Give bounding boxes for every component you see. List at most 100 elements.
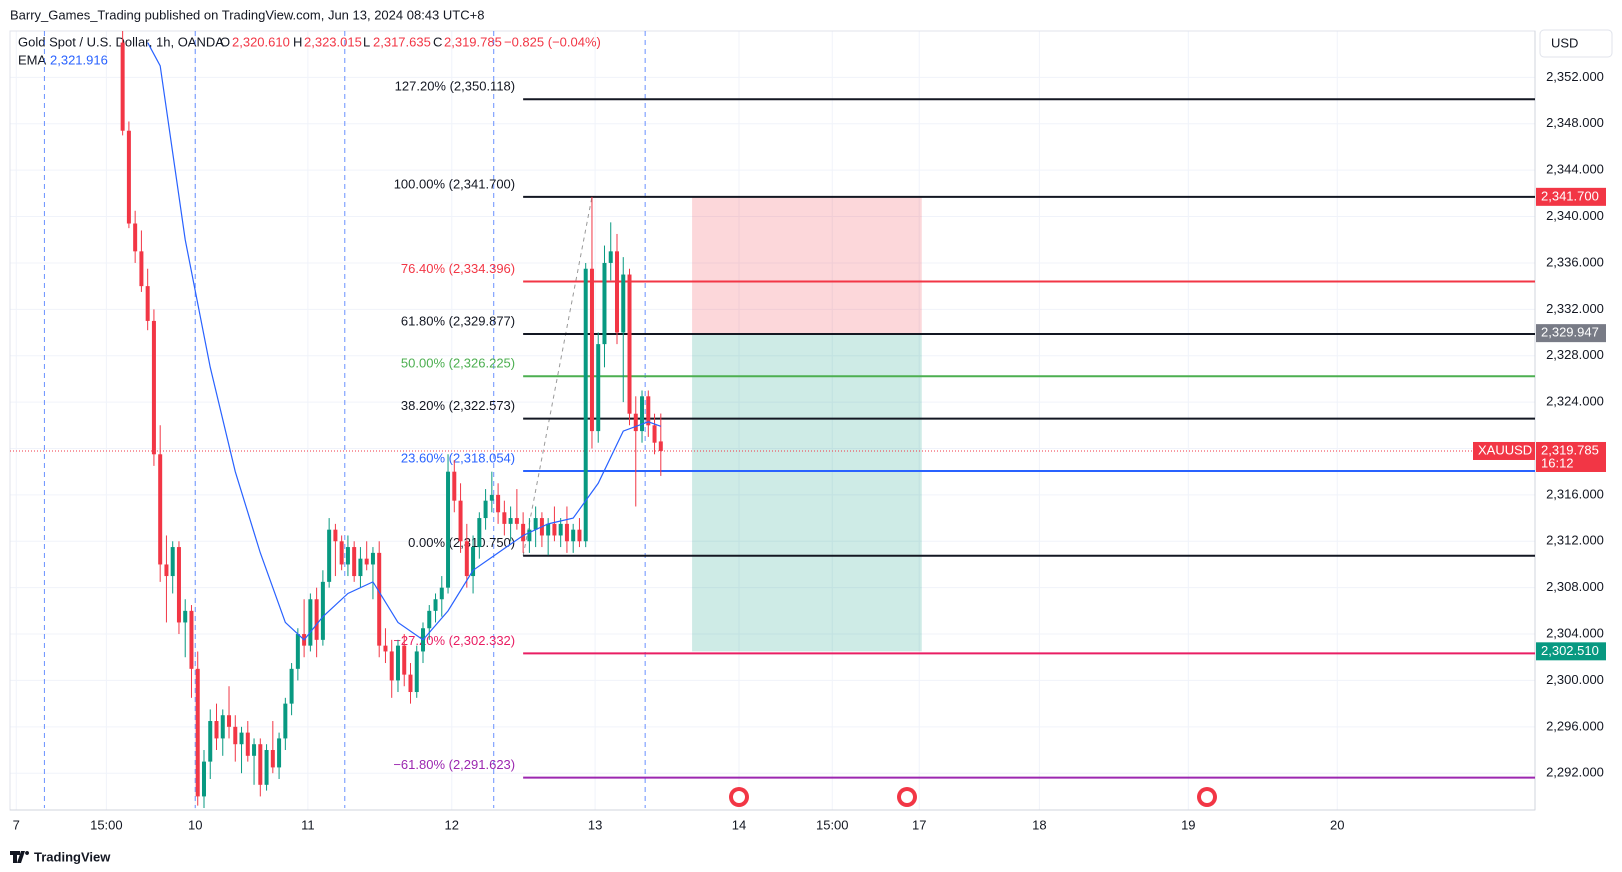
- candle-body: [483, 500, 488, 519]
- candle-body: [402, 645, 407, 675]
- x-tick-label: 10: [188, 817, 202, 832]
- candle-body: [546, 523, 551, 536]
- candle-body: [496, 494, 501, 513]
- price-badge-label: 2,302.510: [1541, 643, 1599, 658]
- candle-body: [471, 547, 476, 577]
- candle-body: [577, 529, 582, 542]
- candle-body: [364, 558, 369, 565]
- candle-body: [621, 274, 626, 333]
- price-badge: [1536, 441, 1606, 472]
- legend: Gold Spot / U.S. Dollar, 1h, OANDA O 2,3…: [18, 34, 601, 67]
- candle-body: [314, 599, 319, 640]
- footer-brand: TradingView: [34, 849, 111, 864]
- h-label: H: [293, 34, 302, 49]
- y-tick-label: 2,348.000: [1546, 115, 1604, 130]
- candle-body: [183, 610, 188, 623]
- currency[interactable]: USD: [1551, 35, 1578, 50]
- x-tick-label: 13: [588, 817, 602, 832]
- ema-value: 2,321.916: [50, 52, 108, 67]
- candle-body: [151, 320, 156, 455]
- candle-body: [233, 726, 238, 745]
- candle-body: [252, 744, 257, 756]
- candle-body: [640, 396, 645, 432]
- candle-body: [564, 523, 569, 542]
- price-badge: [1536, 642, 1606, 661]
- y-tick-label: 2,308.000: [1546, 579, 1604, 594]
- candle-body: [433, 599, 438, 611]
- fib-trend-line: [522, 196, 593, 556]
- x-tick-label: 7: [13, 817, 20, 832]
- l-value: 2,317.635: [373, 34, 431, 49]
- candle-body: [126, 130, 131, 224]
- currency-button[interactable]: [1539, 29, 1613, 58]
- candle-body: [633, 413, 638, 432]
- candle-body: [558, 523, 563, 536]
- candle-body: [452, 471, 457, 501]
- candle-body: [145, 286, 150, 321]
- y-tick-label: 2,324.000: [1546, 394, 1604, 409]
- candle-body: [214, 721, 219, 739]
- candle-body: [120, 42, 125, 131]
- price-badge-label: 2,329.947: [1541, 325, 1599, 340]
- fib-label: 50.00% (2,326.225): [401, 356, 515, 371]
- candle-body: [377, 552, 382, 646]
- candle-body: [583, 268, 588, 542]
- fib-label: 38.20% (2,322.573): [401, 398, 515, 413]
- candle-body: [195, 668, 200, 797]
- candle-body: [339, 541, 344, 565]
- candle-body: [608, 251, 613, 263]
- x-tick-label: 15:00: [90, 817, 123, 832]
- candle-body: [389, 651, 394, 681]
- candle-body: [395, 645, 400, 681]
- candle-body: [245, 732, 250, 756]
- candle-body: [258, 744, 263, 785]
- candle-body: [646, 396, 651, 426]
- fib-label: 127.20% (2,350.118): [395, 79, 515, 94]
- candle-body: [189, 610, 194, 669]
- candle-body: [208, 721, 213, 762]
- candle-body: [358, 558, 363, 577]
- candle-body: [521, 523, 526, 542]
- flag-icon-inner: [733, 791, 745, 803]
- candle-body: [176, 547, 181, 623]
- candle-body: [133, 223, 138, 252]
- fib-label: 23.60% (2,318.054): [401, 450, 515, 465]
- candle-body: [464, 541, 469, 577]
- y-tick-label: 2,340.000: [1546, 208, 1604, 223]
- price-badge: [1536, 187, 1606, 206]
- y-tick-label: 2,300.000: [1546, 672, 1604, 687]
- x-tick-label: 11: [301, 817, 315, 832]
- h-value: 2,323.015: [304, 34, 362, 49]
- stop-zone: [692, 196, 922, 334]
- y-tick-label: 2,312.000: [1546, 533, 1604, 548]
- x-tick-label: 20: [1330, 817, 1344, 832]
- publisher: Barry_Games_Trading published on Trading…: [10, 7, 484, 22]
- candle-body: [533, 518, 538, 530]
- symbol-tag: [1473, 441, 1535, 460]
- fib-label: 0.00% (2,310.750): [408, 535, 515, 550]
- candle-body: [158, 454, 163, 565]
- candle-body: [439, 587, 444, 600]
- candle-body: [514, 518, 519, 524]
- y-tick-label: 2,292.000: [1546, 765, 1604, 780]
- candle-body: [596, 344, 601, 432]
- candle-body: [289, 668, 294, 704]
- candle-body: [227, 715, 232, 727]
- c-label: C: [433, 34, 442, 49]
- candle-body: [614, 251, 619, 333]
- fib-label: 76.40% (2,334.396): [401, 261, 515, 276]
- candle-body: [427, 610, 432, 629]
- y-tick-label: 2,336.000: [1546, 254, 1604, 269]
- candle-body: [446, 471, 451, 588]
- o-label: O: [220, 34, 230, 49]
- candle-body: [164, 564, 169, 577]
- x-tick-label: 15:00: [816, 817, 849, 832]
- y-tick-label: 2,328.000: [1546, 347, 1604, 362]
- candle-body: [295, 634, 300, 669]
- candle-body: [320, 581, 325, 640]
- candle-body: [602, 262, 607, 345]
- candle-body: [571, 529, 576, 542]
- x-tick-label: 14: [732, 817, 746, 832]
- target-zone: [692, 333, 922, 652]
